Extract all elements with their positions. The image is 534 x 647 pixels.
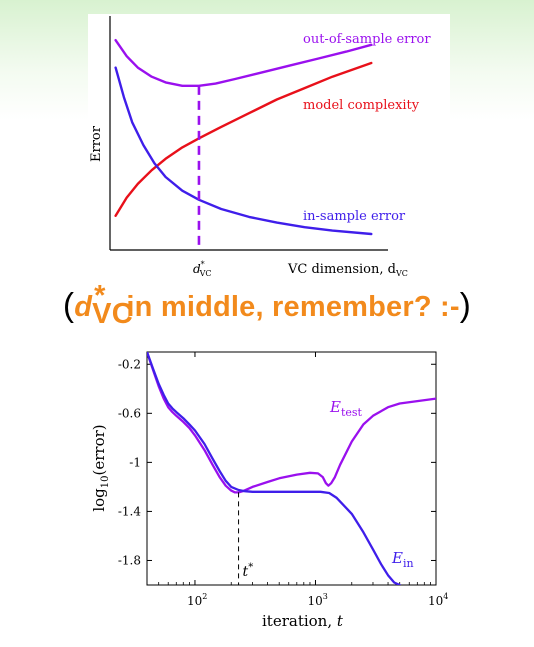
bottom-plot-box — [146, 351, 437, 586]
vc-dimension-chart: Error d* VC VC dimension, dVC out-of-samp… — [89, 16, 431, 278]
curve-e-test — [147, 352, 436, 494]
bottom-chart-frame — [146, 351, 437, 586]
series-label-in-sample-error: in-sample error — [303, 209, 406, 224]
y-tick-label: -0.2 — [118, 357, 141, 371]
caption-open-paren: ( — [63, 286, 75, 323]
x-tick-label: 103 — [307, 592, 327, 608]
curve-e-in — [147, 352, 401, 585]
top-chart-panel: Error d* VC VC dimension, dVC out-of-samp… — [88, 14, 450, 280]
caption-close-paren: ) — [459, 286, 471, 323]
caption-variable: d — [74, 291, 93, 323]
y-tick-label: -0.6 — [118, 406, 141, 420]
series-label-out-of-sample-error: out-of-sample error — [303, 32, 431, 47]
top-chart-axes — [109, 16, 388, 251]
curve-model-complexity — [114, 61, 373, 217]
top-y-axis-label: Error — [89, 125, 104, 162]
bottom-x-axis-label: iteration, t — [262, 612, 344, 630]
caption-variable-sup: * — [94, 280, 106, 312]
bottom-y-axis-label: log10(error) — [90, 424, 111, 511]
curve-out-of-sample-error — [114, 39, 373, 87]
caption-text: in middle, remember? :- — [118, 291, 460, 323]
y-tick-label: -1 — [129, 455, 141, 469]
series-label-model-complexity: model complexity — [303, 98, 420, 113]
series-label-e-in: Ein — [391, 549, 414, 570]
caption: (d * VC in middle, remember? :-) — [0, 280, 534, 330]
t-star-label: t* — [243, 562, 254, 580]
dvc-star-label: d* VC — [193, 260, 212, 278]
x-tick-label: 104 — [428, 592, 448, 608]
y-tick-label: -1.4 — [118, 504, 142, 518]
series-label-e-test: Etest — [329, 398, 363, 419]
caption-variable-sub: VC — [92, 298, 133, 330]
caption-highlight: d * VC in middle, remember? :- — [74, 280, 460, 330]
top-x-axis-label: VC dimension, dVC — [287, 262, 408, 278]
caption-variable-scripts: * VC — [92, 280, 132, 330]
curve-in-sample-error — [114, 66, 373, 236]
x-tick-label: 102 — [187, 592, 207, 608]
y-tick-label: -1.8 — [118, 553, 141, 567]
early-stopping-chart: -0.2 -0.6 -1 -1.4 -1.8 102 103 104 t* log10(err… — [90, 351, 448, 630]
